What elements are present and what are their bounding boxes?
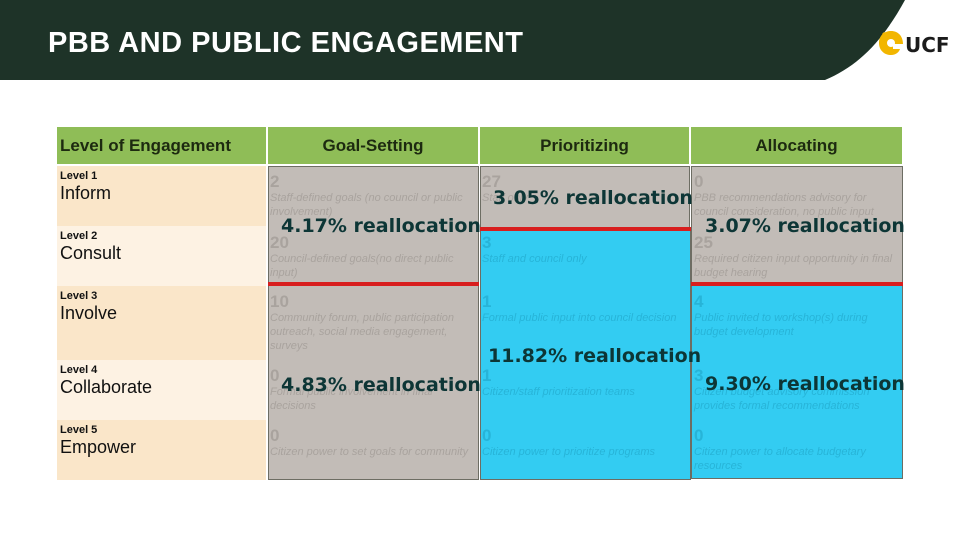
- level-row-3: Level 3 Involve: [57, 286, 266, 360]
- prioritizing-cell-4: 1 Citizen/staff prioritization teams: [482, 367, 687, 399]
- goal-setting-upper-reallocation: 4.17% reallocation: [281, 215, 481, 237]
- header-goal-setting: Goal-Setting: [268, 127, 478, 164]
- ucf-logo: UCF: [877, 28, 957, 60]
- level-number: Level 4: [60, 364, 98, 376]
- level-row-1: Level 1 Inform: [57, 166, 266, 226]
- goal-cell-2: 20 Council-defined goals(no direct publi…: [270, 234, 476, 280]
- level-name: Collaborate: [60, 377, 153, 397]
- prioritizing-divider: [480, 227, 691, 231]
- cell-count: 20: [270, 233, 289, 252]
- cell-desc: Formal public input into council decisio…: [482, 312, 677, 324]
- allocating-cell-2: 25 Required citizen input opportunity in…: [694, 234, 900, 280]
- level-name: Consult: [60, 243, 122, 263]
- goal-setting-block: [268, 166, 479, 480]
- level-name: Inform: [60, 183, 112, 203]
- cell-desc: Citizen power to allocate budgetary reso…: [694, 446, 866, 472]
- header-allocating: Allocating: [691, 127, 902, 164]
- cell-desc: Staff and council only: [482, 253, 587, 265]
- cell-count: 0: [270, 426, 280, 445]
- allocating-cell-4: 3 Citizen budget advisory commission pro…: [694, 367, 900, 413]
- level-number: Level 1: [60, 170, 98, 182]
- cell-desc: Formal public involvement in final decis…: [270, 386, 433, 412]
- level-name: Involve: [60, 303, 118, 323]
- allocating-cell-1: 0 PBB recommendations advisory for counc…: [694, 173, 900, 219]
- goal-cell-1: 2 Staff-defined goals (no council or pub…: [270, 173, 476, 219]
- goal-cell-5: 0 Citizen power to set goals for communi…: [270, 427, 476, 459]
- cell-count: 0: [694, 172, 704, 191]
- cell-count: 4: [694, 292, 704, 311]
- header-banner: [0, 0, 905, 80]
- logo-text: UCF: [905, 33, 950, 57]
- level-name: Empower: [60, 437, 137, 457]
- cell-desc: Council-defined goals(no direct public i…: [270, 253, 454, 279]
- cell-count: 3: [694, 366, 704, 385]
- slide-title: PBB AND PUBLIC ENGAGEMENT: [48, 27, 524, 59]
- cell-desc: Staff only: [482, 192, 528, 204]
- prioritizing-cell-1: 27 Staff only: [482, 173, 687, 205]
- level-row-5: Level 5 Empower: [57, 420, 266, 480]
- allocating-upper-block: [691, 166, 903, 284]
- goal-setting-divider: [268, 282, 479, 286]
- header-level-of-engagement: Level of Engagement: [57, 127, 266, 164]
- level-row-4: Level 4 Collaborate: [57, 360, 266, 420]
- allocating-divider: [691, 282, 903, 286]
- cell-desc: PBB recommendations advisory for council…: [694, 192, 874, 218]
- cell-count: 2: [270, 172, 280, 191]
- allocating-lower-block: [691, 284, 903, 479]
- header-prioritizing: Prioritizing: [480, 127, 689, 164]
- cell-count: 25: [694, 233, 713, 252]
- cell-desc: Citizen power to set goals for community: [270, 446, 469, 458]
- level-number: Level 5: [60, 424, 98, 436]
- allocating-cell-3: 4 Public invited to workshop(s) during b…: [694, 293, 900, 339]
- cell-desc: Citizen power to prioritize programs: [482, 446, 656, 458]
- cell-desc: Citizen/staff prioritization teams: [482, 386, 635, 398]
- cell-desc: Public invited to workshop(s) during bud…: [694, 312, 868, 338]
- cell-count: 27: [482, 172, 501, 191]
- allocating-lower-reallocation: 9.30% reallocation: [705, 373, 905, 395]
- cell-desc: Citizen budget advisory commission provi…: [694, 386, 870, 412]
- cell-count: 10: [270, 292, 289, 311]
- cell-count: 3: [482, 233, 492, 252]
- prioritizing-upper-reallocation: 3.05% reallocation: [493, 187, 693, 209]
- goal-setting-lower-reallocation: 4.83% reallocation: [281, 374, 481, 396]
- cell-count: 1: [482, 292, 492, 311]
- prioritizing-lower-reallocation: 11.82% reallocation: [488, 345, 702, 367]
- prioritizing-lower-block: [480, 229, 691, 480]
- cell-count: 1: [482, 366, 492, 385]
- allocating-upper-reallocation: 3.07% reallocation: [705, 215, 905, 237]
- goal-cell-3: 10 Community forum, public participation…: [270, 293, 478, 353]
- prioritizing-cell-3: 1 Formal public input into council decis…: [482, 293, 687, 325]
- level-row-2: Level 2 Consult: [57, 226, 266, 286]
- cell-desc: Required citizen input opportunity in fi…: [694, 253, 893, 279]
- cell-count: 0: [482, 426, 492, 445]
- slide-header: PBB AND PUBLIC ENGAGEMENT UCF: [0, 0, 960, 80]
- cell-desc: Community forum, public participation ou…: [270, 312, 455, 352]
- cell-desc: Staff-defined goals (no council or publi…: [270, 192, 463, 218]
- goal-cell-4: 0 Formal public involvement in final dec…: [270, 367, 476, 413]
- prioritizing-cell-5: 0 Citizen power to prioritize programs: [482, 427, 687, 459]
- cell-count: 0: [694, 426, 704, 445]
- cell-count: 0: [270, 366, 280, 385]
- allocating-cell-5: 0 Citizen power to allocate budgetary re…: [694, 427, 900, 473]
- prioritizing-cell-2: 3 Staff and council only: [482, 234, 687, 266]
- pegasus-icon: [879, 31, 903, 55]
- level-number: Level 2: [60, 230, 98, 242]
- level-number: Level 3: [60, 290, 98, 302]
